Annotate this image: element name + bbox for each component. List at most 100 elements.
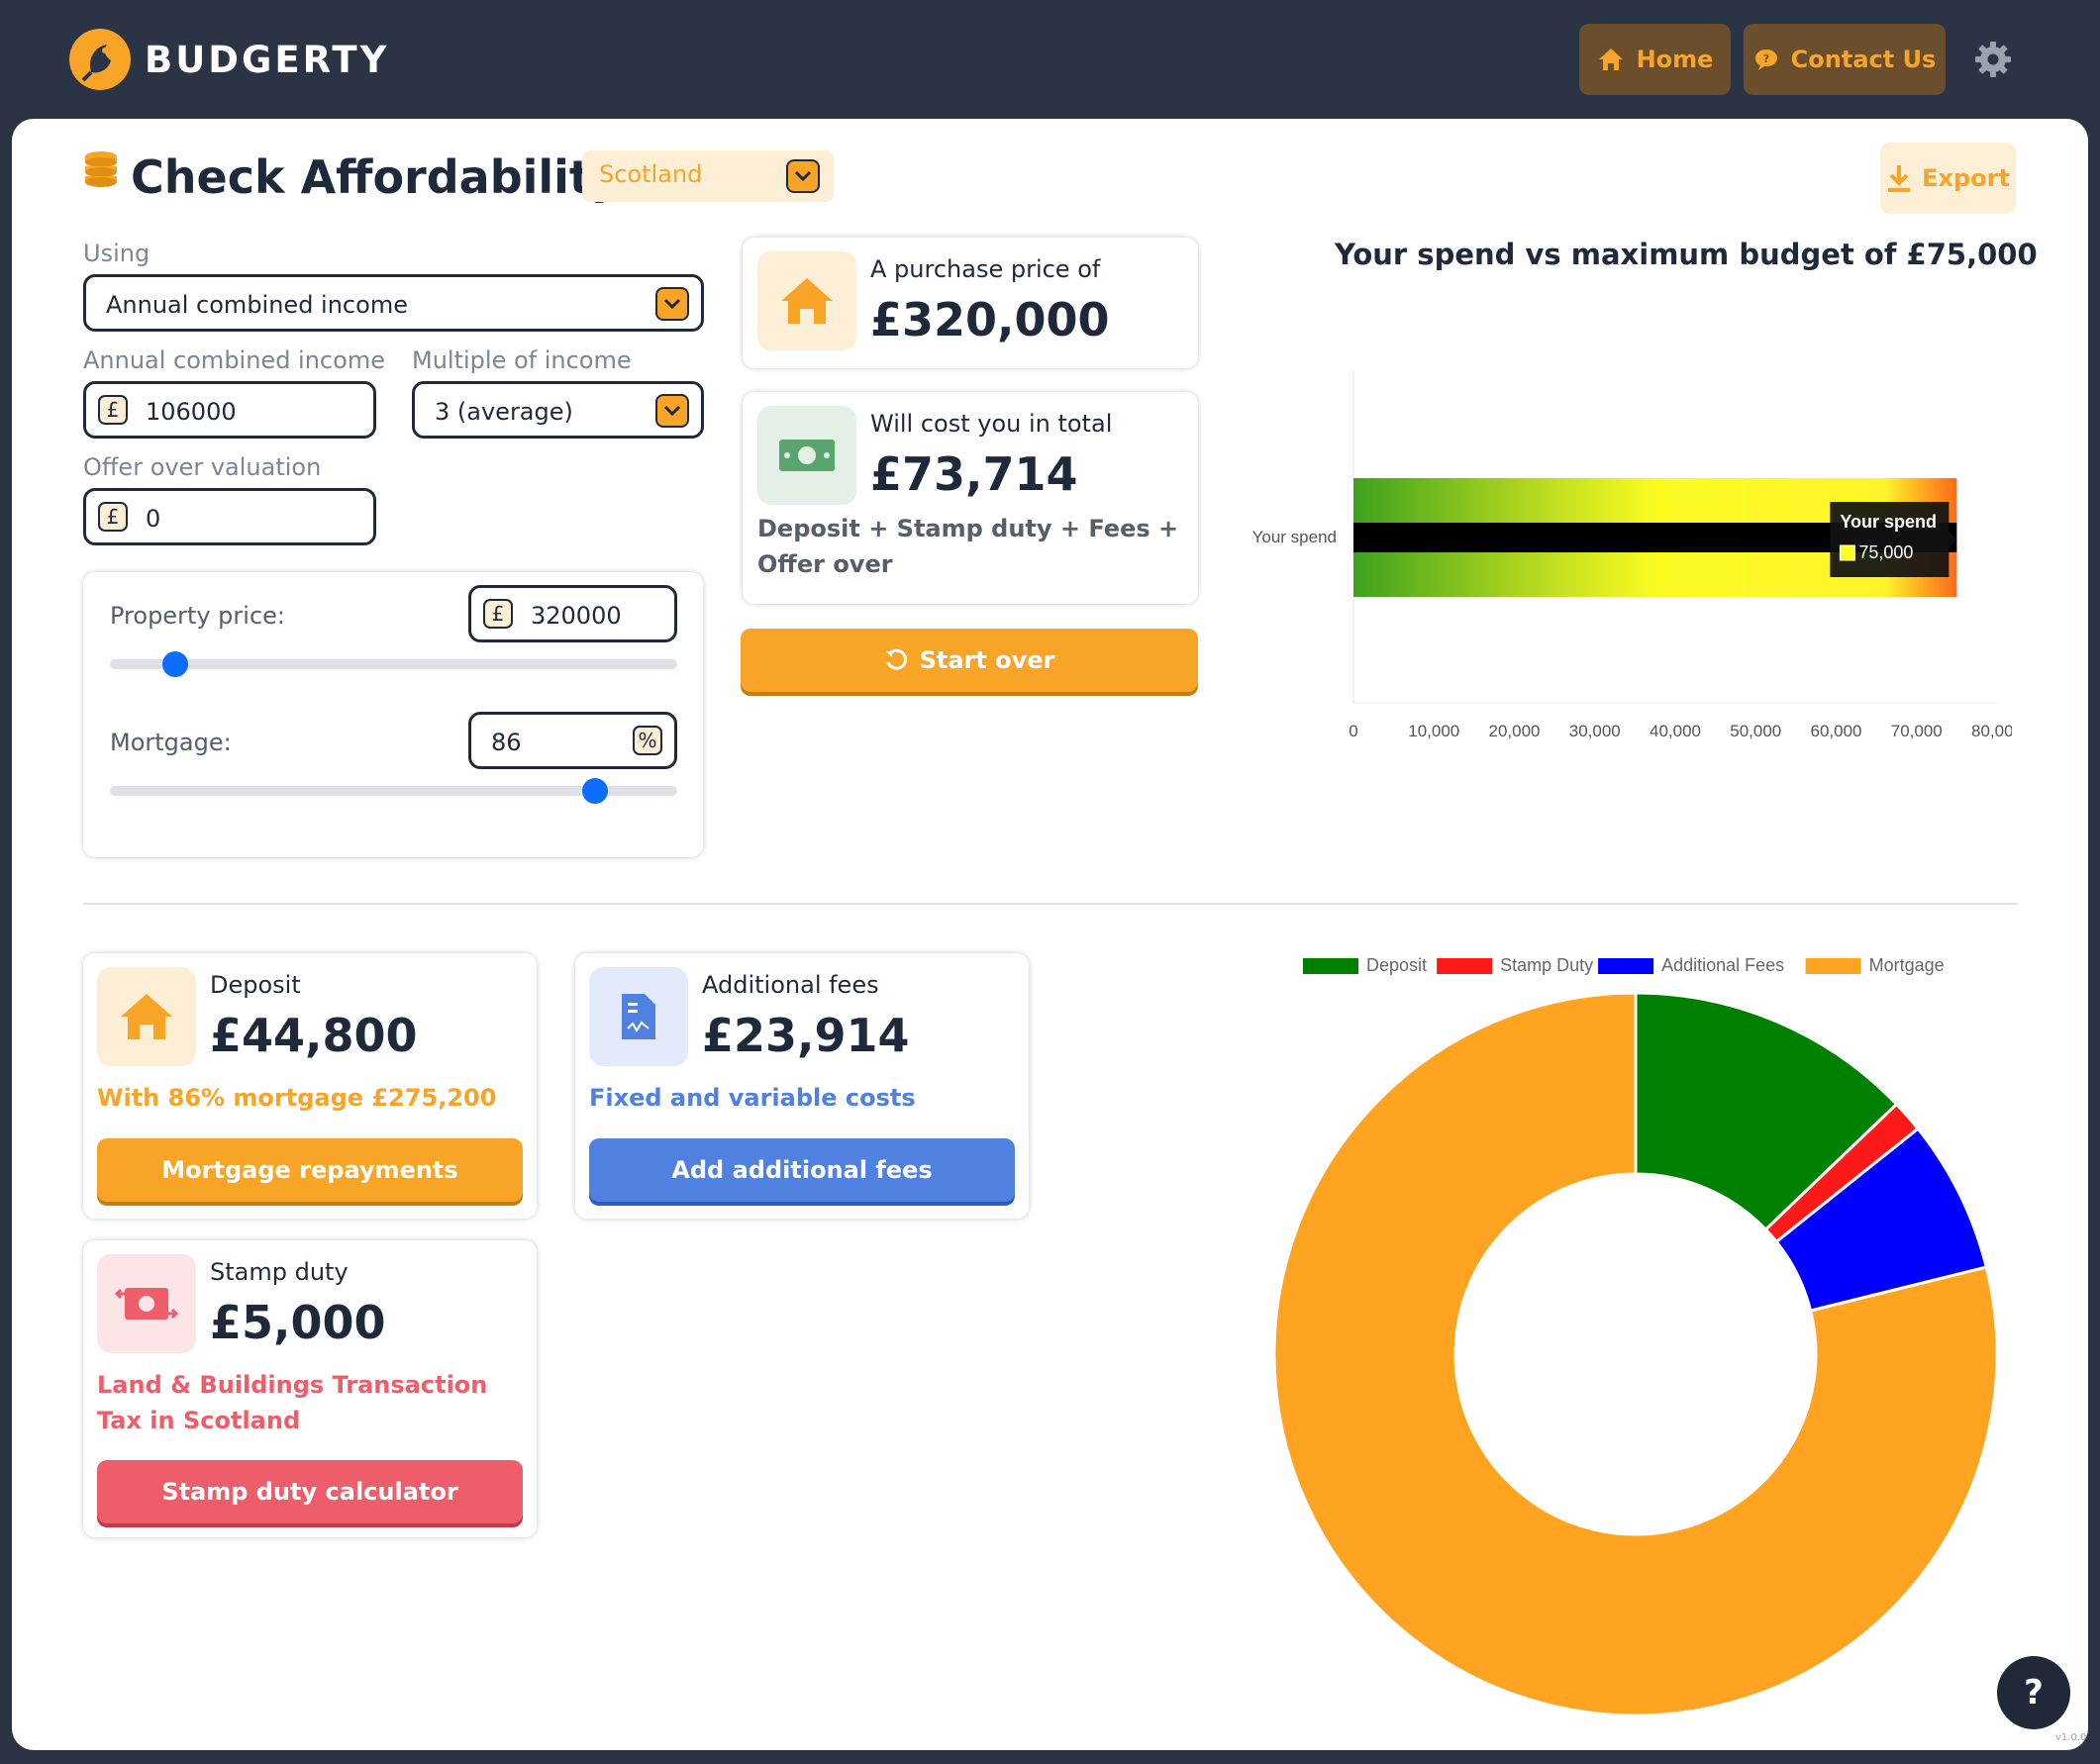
contact-us-label: Contact Us (1790, 46, 1937, 73)
top-navbar: BUDGERTY Home ? Contact Us (0, 0, 2100, 119)
x-tick-label: 60,000 (1811, 722, 1862, 740)
total-caption: Will cost you in total (870, 410, 1113, 438)
start-over-button[interactable]: Start over (741, 629, 1198, 692)
legend-label: Stamp Duty (1500, 955, 1593, 975)
pound-icon: £ (98, 395, 128, 425)
total-cost-card: Will cost you in total £73,714 Deposit +… (743, 392, 1198, 604)
slider-card: Property price: £ 320000 Mortgage: 86 % (83, 572, 703, 857)
legend-label: Additional Fees (1661, 955, 1784, 975)
slice-deposit (1634, 991, 1899, 1232)
start-over-label: Start over (919, 646, 1055, 674)
purchase-value: £320,000 (870, 293, 1110, 346)
x-tick-label: 30,000 (1569, 722, 1621, 740)
total-sub: Deposit + Stamp duty + Fees + Offer over (757, 515, 1179, 578)
house-icon (97, 967, 196, 1066)
x-tick-label: 10,000 (1408, 722, 1459, 740)
tooltip-value: 75,000 (1858, 542, 1913, 562)
bar-chart-title: Your spend vs maximum budget of £75,000 (1335, 238, 2038, 271)
income-label: Annual combined income (83, 346, 385, 374)
x-tick-label: 80,000 (1971, 722, 2012, 740)
offer-label: Offer over valuation (83, 453, 322, 481)
region-value: Scotland (599, 160, 703, 188)
tooltip-title: Your spend (1840, 512, 1937, 532)
offer-field[interactable]: £ 0 (83, 488, 376, 545)
legend-swatch-mortgage (1805, 958, 1861, 974)
version-label: v1.0.0 (2055, 1732, 2087, 1743)
legend-label: Mortgage (1869, 955, 1945, 975)
legend-swatch-additional-fees (1598, 958, 1654, 974)
legend-label: Deposit (1366, 955, 1427, 975)
fees-sub: Fixed and variable costs (589, 1084, 916, 1112)
tooltip-box (1830, 502, 1957, 577)
income-field[interactable]: £ 106000 (83, 381, 376, 439)
bird-logo-icon (69, 29, 131, 90)
using-select[interactable]: Annual combined income (83, 274, 704, 332)
mortgage-label: Mortgage: (110, 729, 232, 756)
purchase-caption: A purchase price of (870, 255, 1101, 283)
property-price-label: Property price: (110, 602, 285, 630)
home-label: Home (1636, 46, 1714, 73)
document-icon (589, 967, 688, 1066)
property-price-slider-thumb[interactable] (162, 651, 189, 677)
x-tick-label: 40,000 (1650, 722, 1701, 740)
stamp-caption: Stamp duty (210, 1258, 349, 1286)
y-tick-label: Your spend (1252, 528, 1337, 546)
using-value: Annual combined income (106, 291, 408, 319)
export-button[interactable]: Export (1880, 143, 2016, 214)
chevron-down-icon (655, 287, 689, 321)
money-transfer-icon (97, 1254, 196, 1353)
deposit-card: Deposit £44,800 With 86% mortgage £275,2… (83, 953, 537, 1219)
svg-text:?: ? (1762, 52, 1768, 65)
export-label: Export (1922, 164, 2010, 192)
fees-value: £23,914 (702, 1009, 910, 1062)
fees-card: Additional fees £23,914 Fixed and variab… (575, 953, 1029, 1219)
mortgage-value: 86 (491, 729, 522, 756)
house-icon (757, 251, 856, 350)
gear-icon[interactable] (1973, 40, 2013, 79)
multiple-value: 3 (average) (435, 398, 573, 426)
chat-icon: ? (1754, 49, 1777, 70)
stamp-duty-calculator-button[interactable]: Stamp duty calculator (97, 1460, 523, 1523)
stamp-duty-card: Stamp duty £5,000 Land & Buildings Trans… (83, 1240, 537, 1537)
download-icon (1888, 165, 1911, 192)
home-button[interactable]: Home (1579, 24, 1731, 95)
pound-icon: £ (483, 599, 513, 629)
slice-mortgage (1272, 991, 1999, 1717)
pound-icon: £ (98, 502, 128, 532)
contact-us-button[interactable]: ? Contact Us (1744, 24, 1946, 95)
region-select[interactable]: Scotland (582, 150, 834, 202)
money-icon (757, 406, 856, 505)
multiple-select[interactable]: 3 (average) (412, 381, 704, 439)
mortgage-slider[interactable] (110, 778, 677, 804)
multiple-label: Multiple of income (412, 346, 632, 374)
chevron-down-icon (786, 159, 820, 193)
stamp-value: £5,000 (210, 1296, 386, 1349)
legend-swatch-stamp-duty (1437, 958, 1493, 974)
brand-name: BUDGERTY (145, 38, 390, 81)
brand[interactable]: BUDGERTY (69, 28, 389, 91)
property-price-slider[interactable] (110, 651, 677, 677)
purchase-price-card: A purchase price of £320,000 (743, 238, 1198, 368)
deposit-caption: Deposit (210, 971, 301, 999)
section-divider (83, 903, 2018, 905)
percent-icon: % (633, 726, 662, 755)
x-tick-label: 20,000 (1489, 722, 1541, 740)
add-additional-fees-button[interactable]: Add additional fees (589, 1138, 1015, 1202)
fees-caption: Additional fees (702, 971, 879, 999)
offer-value: 0 (146, 505, 161, 533)
mortgage-repayments-button[interactable]: Mortgage repayments (97, 1138, 523, 1202)
tooltip-swatch (1839, 544, 1855, 561)
property-price-value: 320000 (531, 602, 622, 630)
property-price-field[interactable]: £ 320000 (468, 585, 677, 642)
help-button[interactable]: ? (1997, 1656, 2070, 1729)
deposit-sub: With 86% mortgage £275,200 (97, 1084, 497, 1112)
x-tick-label: 50,000 (1730, 722, 1781, 740)
mortgage-field[interactable]: 86 % (468, 712, 677, 769)
x-tick-label: 0 (1349, 722, 1357, 740)
mortgage-slider-thumb[interactable] (582, 778, 609, 804)
using-label: Using (83, 240, 150, 267)
budget-bar-chart: Your spend 0 10,000 20,000 30,000 40,000 50,00… (1252, 371, 2012, 740)
chevron-down-icon (655, 394, 689, 428)
legend-swatch-deposit (1303, 958, 1358, 974)
stamp-sub: Land & Buildings Transaction Tax in Scot… (97, 1371, 488, 1434)
